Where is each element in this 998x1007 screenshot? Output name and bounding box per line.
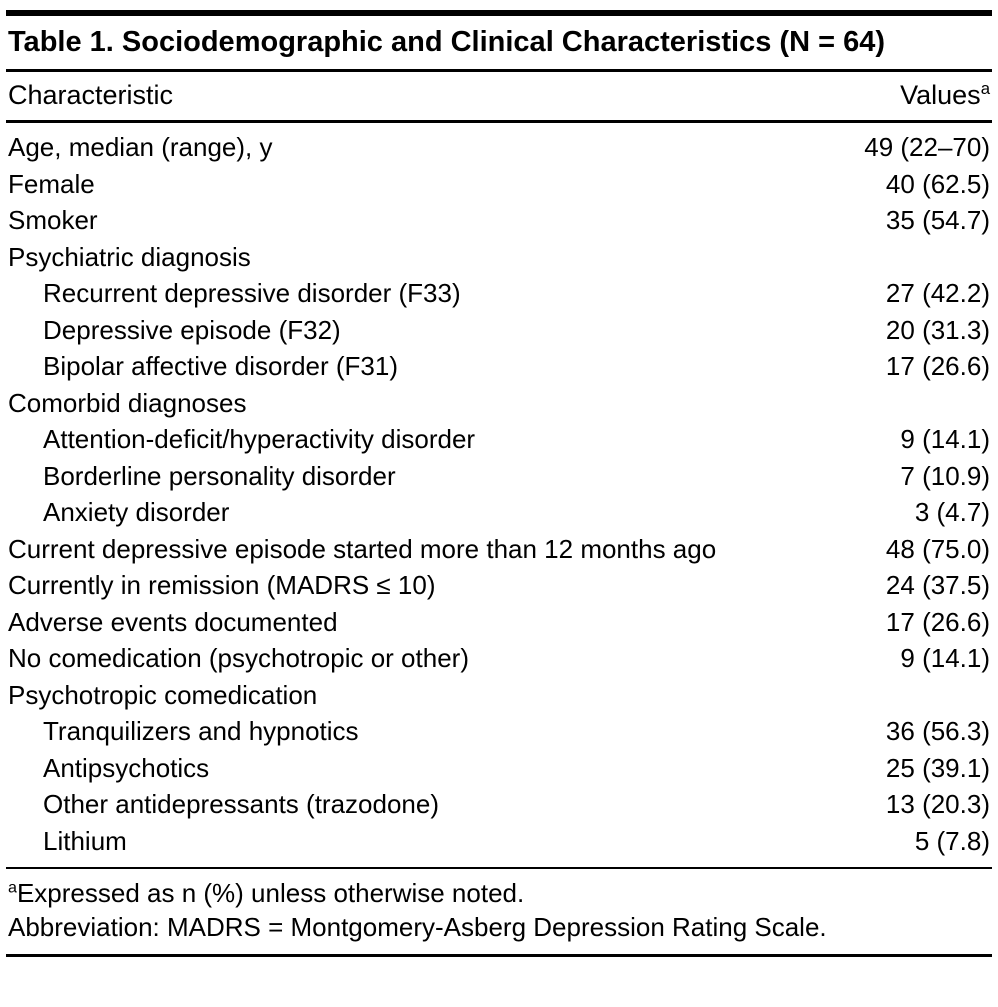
row-value: 40 (62.5) [885,168,990,199]
values-superscript: a [980,79,990,99]
row-label: Smoker [8,205,98,236]
row-value: 17 (26.6) [885,351,990,382]
footnote-line: aExpressed as n (%) unless otherwise not… [8,876,990,910]
table-row: Bipolar affective disorder (F31) 17 (26.6… [6,348,992,385]
table-row: Female 40 (62.5) [6,166,992,203]
table-row: Smoker 35 (54.7) [6,202,992,239]
table-body: Age, median (range), y 49 (22–70) Female 40… [6,123,992,867]
row-label: Currently in remission (MADRS ≤ 10) [8,570,436,601]
footnotes: aExpressed as n (%) unless otherwise not… [6,869,992,954]
table-row: Attention-deficit/hyperactivity disorder… [6,421,992,458]
row-value: 9 (14.1) [900,424,990,455]
table-row: Borderline personality disorder 7 (10.9) [6,458,992,495]
row-label: Attention-deficit/hyperactivity disorder [43,424,476,455]
table-row: Age, median (range), y 49 (22–70) [6,129,992,166]
row-value: 13 (20.3) [885,789,990,820]
table-row: Current depressive episode started more … [6,531,992,568]
row-label: Psychiatric diagnosis [8,241,251,272]
table-row: Anxiety disorder 3 (4.7) [6,494,992,531]
top-rule [6,10,992,16]
row-value: 49 (22–70) [864,132,990,163]
table-row: Comorbid diagnoses [6,385,992,422]
row-label: Current depressive episode started more … [8,533,717,564]
table-row: Other antidepressants (trazodone) 13 (20.… [6,786,992,823]
row-label: Comorbid diagnoses [8,387,247,418]
footnote-text: Expressed as n (%) unless otherwise note… [16,878,525,909]
column-header-values: Valuesa [900,80,990,111]
table-row: Currently in remission (MADRS ≤ 10) 24 (3… [6,567,992,604]
row-value: 3 (4.7) [914,497,990,528]
row-value: 7 (10.9) [900,460,990,491]
row-value: 17 (26.6) [885,606,990,637]
title-divider-rule [6,69,992,73]
row-value: 36 (56.3) [885,716,990,747]
row-label: Tranquilizers and hypnotics [43,716,359,747]
row-label: Borderline personality disorder [43,460,396,491]
row-label: Other antidepressants (trazodone) [43,789,439,820]
bottom-rule [6,954,992,958]
row-value: 24 (37.5) [885,570,990,601]
row-label: No comedication (psychotropic or other) [8,643,469,674]
table-title: Table 1. Sociodemographic and Clinical C… [8,26,885,58]
header-divider-rule [6,120,992,124]
table-row: Tranquilizers and hypnotics 36 (56.3) [6,713,992,750]
row-label: Adverse events documented [8,606,338,637]
column-header-values-text: Values [900,80,981,111]
table-row: No comedication (psychotropic or other) 9… [6,640,992,677]
row-label: Anxiety disorder [43,497,230,528]
column-header-characteristic: Characteristic [8,80,174,111]
row-value: 25 (39.1) [885,752,990,783]
table-row: Depressive episode (F32) 20 (31.3) [6,312,992,349]
footnote-superscript: a [8,878,17,897]
row-label: Antipsychotics [43,752,210,783]
row-value: 48 (75.0) [885,533,990,564]
footnote-line: Abbreviation: MADRS = Montgomery-Asberg … [8,910,990,944]
row-value: 5 (7.8) [914,825,990,856]
table-row: Adverse events documented 17 (26.6) [6,604,992,641]
footnote-text: Abbreviation: MADRS = Montgomery-Asberg … [8,912,827,943]
table-row: Psychiatric diagnosis [6,239,992,276]
row-label: Bipolar affective disorder (F31) [43,351,399,382]
row-value: 27 (42.2) [885,278,990,309]
row-value: 35 (54.7) [885,205,990,236]
table-row: Lithium 5 (7.8) [6,823,992,860]
table-row: Antipsychotics 25 (39.1) [6,750,992,787]
row-label: Depressive episode (F32) [43,314,341,345]
row-value: 9 (14.1) [900,643,990,674]
table-header-row: Characteristic Valuesa [6,72,992,120]
row-label: Psychotropic comedication [8,679,318,710]
table-row: Psychotropic comedication [6,677,992,714]
row-label: Female [8,168,95,199]
table-row: Recurrent depressive disorder (F33) 27 (4… [6,275,992,312]
footnote-divider-rule [6,867,992,870]
row-label: Lithium [43,825,127,856]
row-label: Age, median (range), y [8,132,273,163]
row-value: 20 (31.3) [885,314,990,345]
row-label: Recurrent depressive disorder (F33) [43,278,461,309]
